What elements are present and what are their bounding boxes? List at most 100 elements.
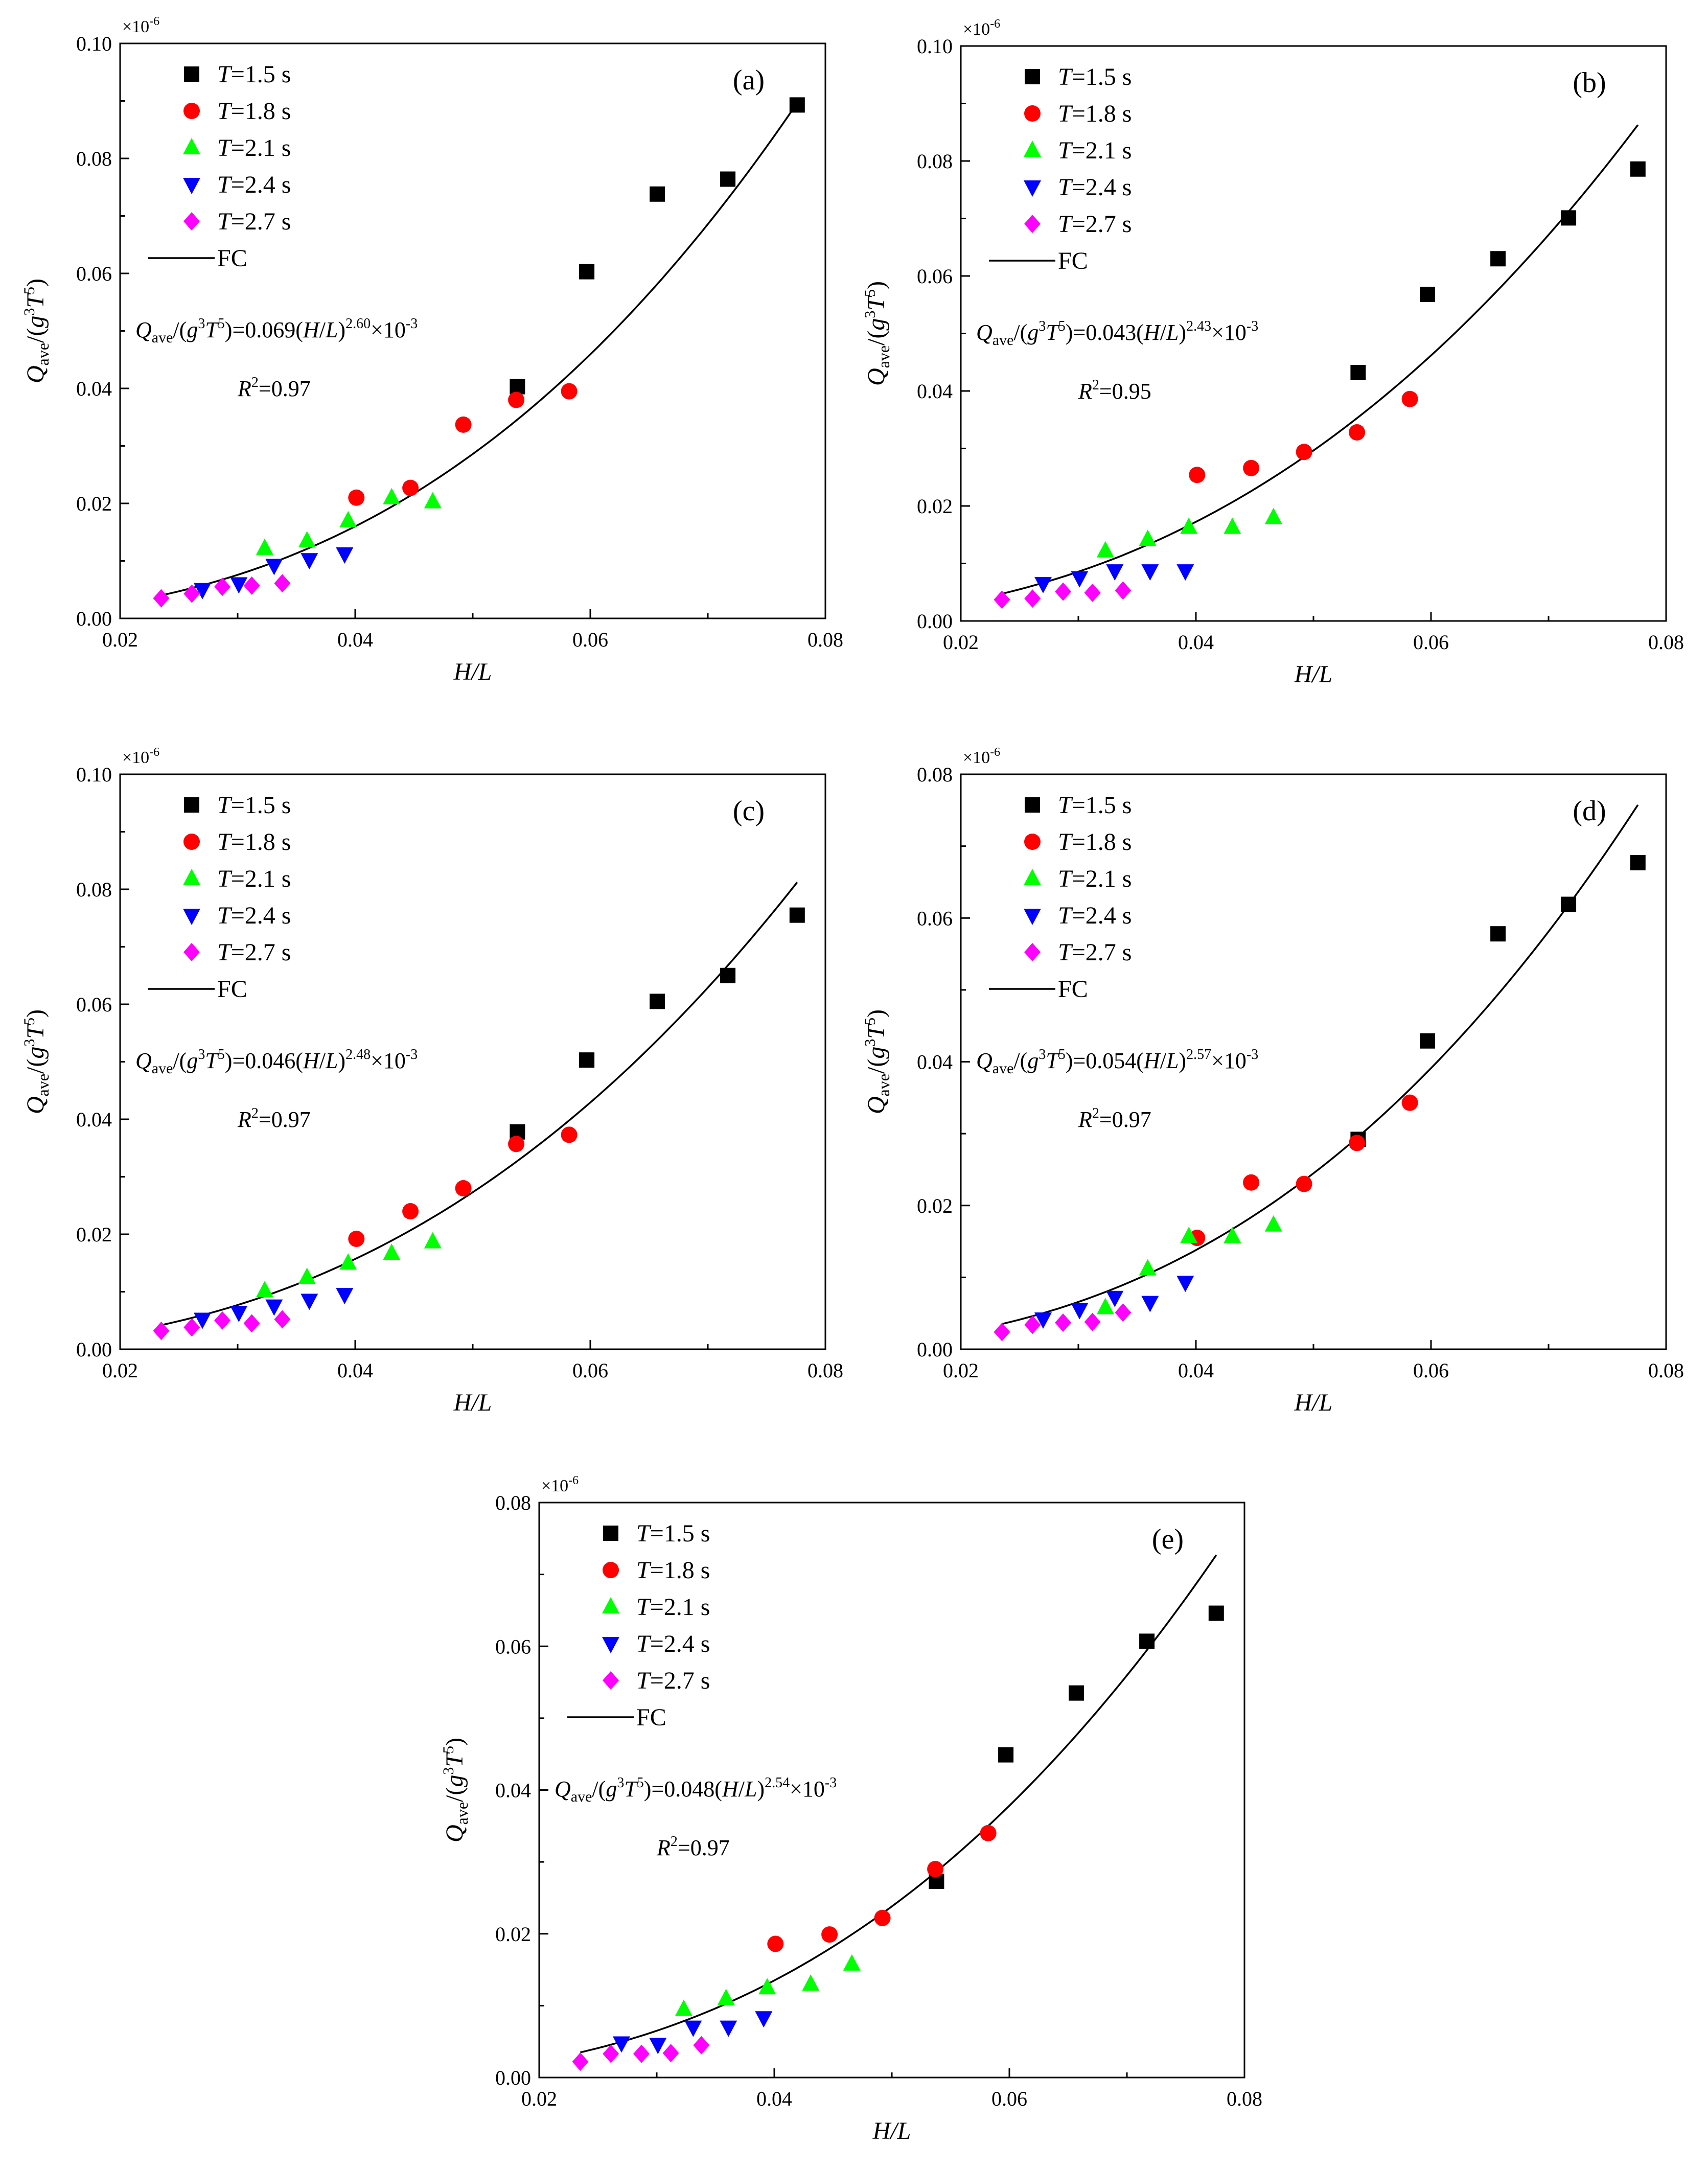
- ylabel-paren: /(: [441, 1787, 468, 1802]
- eq-g: g: [187, 1048, 198, 1073]
- legend-unit: s: [1116, 100, 1132, 127]
- eq-times: ×10: [371, 1048, 406, 1073]
- legend-marker-triangle-up: [1024, 869, 1041, 885]
- data-point-diamond: [183, 584, 200, 603]
- legend-label: T=2.4 s: [1058, 174, 1132, 201]
- data-point-triangle-up: [383, 1243, 401, 1260]
- data-point-diamond: [1024, 589, 1041, 608]
- eq-g: g: [187, 317, 198, 342]
- eq-t: T: [205, 317, 219, 342]
- legend-unit: s: [695, 1594, 710, 1621]
- y-tick-label: 0.08: [917, 150, 953, 173]
- ylabel-sub: ave: [453, 1802, 471, 1825]
- legend-t-symbol: T: [1058, 63, 1073, 90]
- legend-label: T=2.1 s: [1058, 137, 1132, 164]
- legend-marker-triangle-down: [602, 1637, 619, 1653]
- legend-equals: =: [1072, 792, 1086, 819]
- data-point-square: [998, 1747, 1014, 1763]
- legend-equals: =: [650, 1520, 664, 1547]
- data-point-square: [720, 967, 736, 983]
- scale-exponent: -6: [568, 1474, 579, 1487]
- legend-equals: =: [650, 1594, 664, 1621]
- eq-g: g: [606, 1776, 617, 1802]
- data-point-circle: [1401, 390, 1418, 407]
- data-point-diamond: [603, 2044, 619, 2063]
- legend-t-symbol: T: [217, 865, 233, 892]
- legend-period: 2.7: [245, 939, 275, 966]
- y-tick-label: 0.08: [76, 147, 112, 170]
- legend-equals: =: [1072, 939, 1086, 966]
- scale-exponent: -6: [149, 746, 159, 759]
- ylabel-t: T: [441, 1752, 468, 1767]
- scale-base: ×10: [122, 17, 149, 36]
- axis-scale-factor: ×10-6: [963, 17, 1000, 39]
- data-point-triangle-up: [675, 1999, 693, 2016]
- data-point-circle: [1349, 1135, 1366, 1151]
- data-point-circle: [1401, 1094, 1418, 1111]
- legend-label: T=2.4 s: [1058, 902, 1132, 929]
- data-point-circle: [348, 1231, 365, 1247]
- legend-marker-square: [184, 66, 199, 82]
- data-point-diamond: [572, 2052, 589, 2071]
- r2-value: 0.97: [1112, 1107, 1151, 1132]
- r2-value: 0.97: [271, 1107, 311, 1132]
- data-point-triangle-down: [613, 2036, 630, 2053]
- legend-unit: s: [275, 171, 291, 198]
- legend-t-symbol: T: [636, 1557, 652, 1584]
- x-tick-label: 0.02: [102, 1359, 138, 1382]
- eq-slash: /: [319, 1048, 326, 1073]
- ylabel-g: g: [863, 1047, 890, 1059]
- eq-q: Q: [135, 317, 152, 342]
- r2-sup: 2: [671, 1834, 678, 1850]
- legend-marker-diamond: [183, 943, 200, 961]
- ylabel-sub: ave: [34, 1074, 52, 1096]
- data-point-square: [720, 171, 736, 187]
- legend-fit-label: FC: [636, 1704, 666, 1731]
- ylabel-paren: /(: [22, 328, 49, 343]
- data-point-square: [650, 186, 665, 202]
- eq-slash: /: [1160, 1048, 1167, 1073]
- eq-paren: /(: [173, 1048, 187, 1073]
- data-point-square: [789, 907, 805, 923]
- ylabel-q: Q: [22, 365, 49, 383]
- eq-close2: ): [338, 1048, 345, 1073]
- y-tick-label: 0.02: [917, 495, 953, 518]
- x-tick-label: 0.02: [943, 631, 979, 654]
- data-point-circle: [455, 1180, 472, 1196]
- eq-sup5: 5: [1058, 318, 1066, 334]
- legend-t-symbol: T: [1058, 792, 1073, 819]
- x-tick-label: 0.06: [572, 628, 608, 651]
- data-point-square: [789, 97, 805, 113]
- data-point-diamond: [693, 2036, 710, 2055]
- eq-q: Q: [976, 1048, 993, 1073]
- legend-marker-diamond: [1024, 215, 1041, 233]
- legend-unit: s: [1116, 902, 1132, 929]
- legend-marker-triangle-down: [183, 178, 200, 194]
- legend-t-symbol: T: [217, 208, 233, 235]
- ylabel-sup3: 3: [440, 1767, 457, 1775]
- data-point-square: [1208, 1605, 1224, 1621]
- legend-unit: s: [695, 1630, 710, 1657]
- eq-exponent: 2.60: [345, 316, 371, 332]
- legend-period: 2.1: [664, 1594, 695, 1621]
- data-point-triangle-down: [1176, 564, 1194, 581]
- eq-t: T: [1046, 1048, 1060, 1073]
- data-point-square: [1139, 1633, 1155, 1649]
- eq-open: (: [714, 1776, 722, 1802]
- legend-period: 1.5: [245, 61, 275, 88]
- r2-sup: 2: [1092, 377, 1099, 393]
- eq-open: (: [1136, 1048, 1144, 1073]
- eq-exponent: 2.57: [1186, 1047, 1211, 1063]
- legend-equals: =: [650, 1557, 664, 1584]
- legend-marker-triangle-up: [183, 869, 200, 885]
- data-point-diamond: [243, 1314, 260, 1333]
- ylabel-close: ): [863, 1009, 890, 1018]
- x-tick-label: 0.06: [1413, 631, 1449, 654]
- x-tick-label: 0.06: [991, 2087, 1027, 2110]
- data-point-triangle-up: [383, 488, 401, 504]
- data-point-triangle-down: [1034, 1312, 1052, 1329]
- eq-h: H: [303, 1048, 320, 1073]
- data-point-diamond: [1115, 1303, 1132, 1322]
- data-point-circle: [348, 489, 365, 506]
- legend-unit: s: [275, 208, 291, 235]
